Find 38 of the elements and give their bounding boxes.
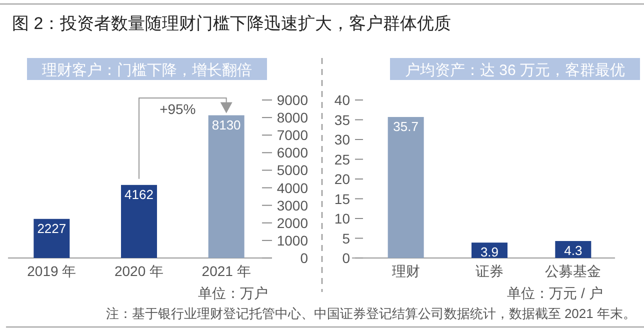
chart-title: 图 2：投资者数量随理财门槛下降迅速扩大，客户群体优质 bbox=[12, 14, 452, 33]
text: 单位：万户 bbox=[198, 285, 268, 301]
x-tick-label: 2021 年 bbox=[202, 263, 251, 279]
chart-title: 户均资产：达 36 万元，客群最优 bbox=[404, 62, 626, 79]
y-tick-label: 8000 bbox=[276, 110, 308, 126]
x-tick-label: 公募基金 bbox=[545, 263, 602, 279]
y-tick-label: 15 bbox=[334, 190, 350, 207]
data-label: 3.9 bbox=[480, 244, 499, 260]
y-tick-label: 30 bbox=[334, 132, 350, 148]
y-tick-label: 0 bbox=[342, 250, 350, 266]
y-tick-label: 1000 bbox=[276, 232, 308, 248]
x-tick-label: 证券 bbox=[476, 263, 504, 279]
y-tick-label: 10 bbox=[334, 210, 350, 226]
y-tick-label: 40 bbox=[334, 92, 350, 108]
y-tick-label: 20 bbox=[334, 171, 350, 187]
y-tick-label: 3000 bbox=[276, 197, 308, 214]
annotation: +95% bbox=[160, 101, 196, 117]
data-label: 35.7 bbox=[393, 118, 418, 134]
y-tick-label: 5 bbox=[342, 230, 350, 246]
data-label: 4162 bbox=[124, 186, 154, 202]
x-tick-label: 2020 年 bbox=[114, 263, 164, 279]
text: 注：基于银行业理财登记托管中心、中国证券登记结算公司数据统计，数据截至 2021 年末。 bbox=[106, 306, 636, 321]
y-tick-label: 25 bbox=[334, 151, 350, 168]
y-tick-label: 2000 bbox=[276, 214, 308, 231]
data-label: 2227 bbox=[37, 220, 66, 236]
y-tick-label: 5000 bbox=[276, 162, 308, 178]
y-tick-label: 9000 bbox=[276, 92, 308, 108]
y-tick-label: 35 bbox=[334, 112, 350, 128]
x-tick-label: 2019 年 bbox=[27, 263, 76, 279]
data-label: 8130 bbox=[212, 117, 241, 132]
data-label: 4.3 bbox=[564, 243, 582, 258]
chart-subtitle: 理财客户：门槛下降，增长翻倍 bbox=[42, 62, 252, 79]
text: 单位：万元 / 户 bbox=[507, 285, 603, 301]
x-tick-label: 理财 bbox=[392, 263, 420, 279]
y-tick-label: 7000 bbox=[276, 127, 308, 144]
y-tick-label: 6000 bbox=[276, 144, 308, 161]
y-tick-label: 4000 bbox=[276, 180, 308, 196]
y-tick-label: 0 bbox=[300, 250, 308, 266]
